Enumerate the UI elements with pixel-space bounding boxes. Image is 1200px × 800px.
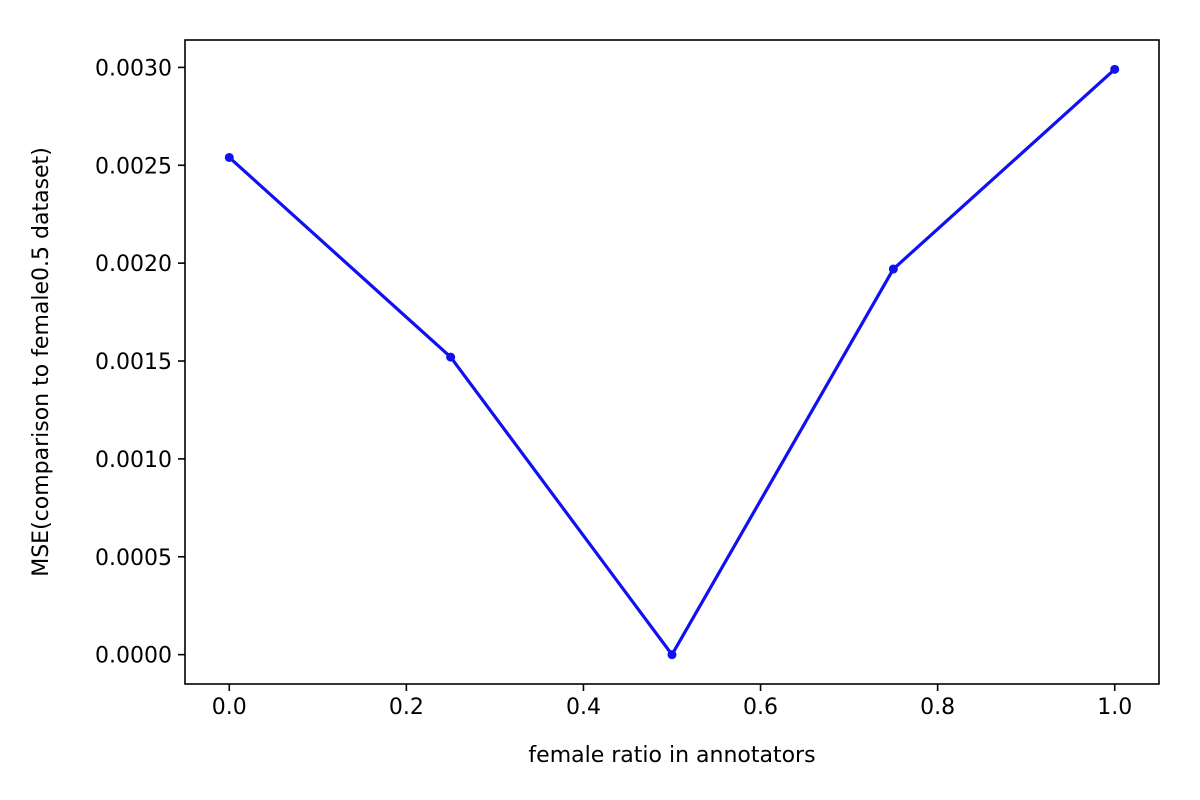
data-point bbox=[1110, 64, 1120, 74]
y-axis-ticks: 0.0000 0.0005 0.0010 0.0015 0.0020 0.0025 0.00… bbox=[95, 56, 185, 669]
x-tick-label: 0.0 bbox=[212, 695, 247, 720]
y-tick-label: 0.0020 bbox=[95, 252, 172, 277]
plot-frame bbox=[184, 39, 1160, 685]
y-axis-label: MSE(comparison to female0.5 dataset) bbox=[29, 147, 54, 577]
series-layer bbox=[224, 64, 1120, 660]
plot-background bbox=[185, 40, 1159, 684]
x-tick-label: 0.2 bbox=[389, 695, 424, 720]
x-axis-ticks: 0.0 0.2 0.4 0.6 0.8 1.0 bbox=[212, 684, 1132, 720]
data-point bbox=[667, 650, 677, 660]
x-tick-label: 0.8 bbox=[920, 695, 955, 720]
x-tick-label: 1.0 bbox=[1097, 695, 1132, 720]
x-tick-label: 0.6 bbox=[743, 695, 778, 720]
data-point bbox=[888, 264, 898, 274]
y-tick-label: 0.0025 bbox=[95, 154, 172, 179]
y-tick-label: 0.0000 bbox=[95, 644, 172, 669]
y-tick-label: 0.0010 bbox=[95, 448, 172, 473]
y-tick-label: 0.0030 bbox=[95, 56, 172, 81]
data-point bbox=[224, 152, 234, 162]
y-tick-label: 0.0005 bbox=[95, 546, 172, 571]
data-point bbox=[446, 352, 456, 362]
x-axis-label: female ratio in annotators bbox=[528, 743, 815, 768]
x-tick-label: 0.4 bbox=[566, 695, 601, 720]
y-tick-label: 0.0015 bbox=[95, 350, 172, 375]
